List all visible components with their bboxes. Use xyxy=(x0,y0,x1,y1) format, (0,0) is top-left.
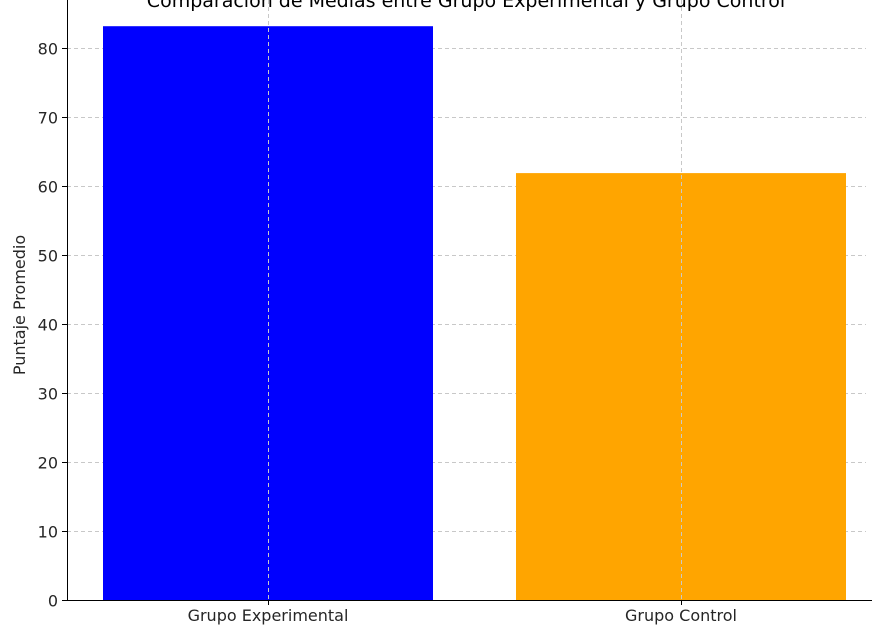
y-axis-title: Puntaje Promedio xyxy=(10,235,29,375)
x-tick-label: Grupo Control xyxy=(625,606,737,625)
y-tick-label: 50 xyxy=(38,247,58,266)
ticks: 0 10 20 30 40 50 60 70 80 Grupo Experimental Grupo… xyxy=(38,40,737,625)
x-tick-label: Grupo Experimental xyxy=(188,606,349,625)
y-tick-label: 10 xyxy=(38,523,58,542)
y-tick-label: 40 xyxy=(38,316,58,335)
axes xyxy=(67,0,872,601)
y-tick-label: 20 xyxy=(38,454,58,473)
y-tick-label: 70 xyxy=(38,109,58,128)
y-tick-label: 60 xyxy=(38,178,58,197)
bars xyxy=(103,26,846,600)
y-tick-label: 80 xyxy=(38,40,58,59)
grid-front xyxy=(268,0,682,600)
y-tick-label: 0 xyxy=(48,592,58,611)
chart-title: Comparación de Medias entre Grupo Experi… xyxy=(147,0,785,12)
y-tick-label: 30 xyxy=(38,385,58,404)
